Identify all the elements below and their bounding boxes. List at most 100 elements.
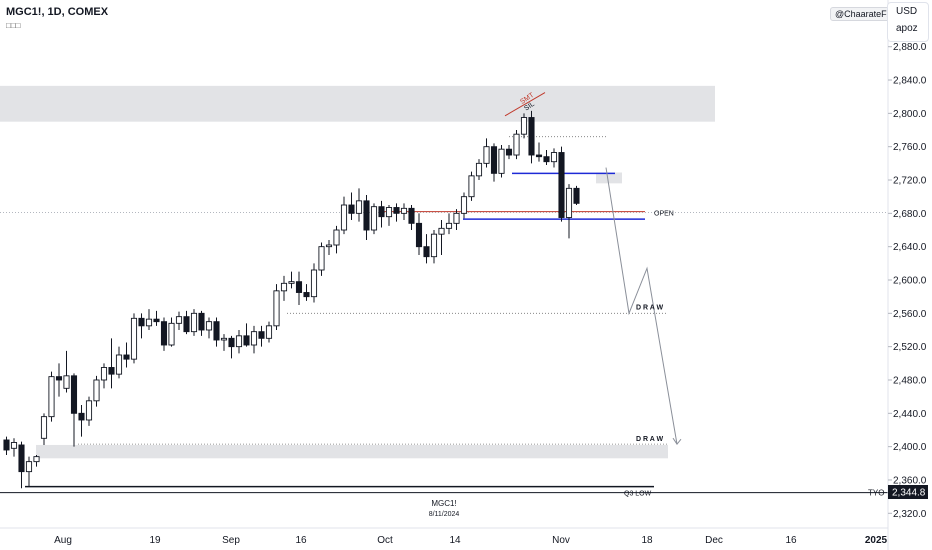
levels-layer: [0, 136, 888, 494]
user-label[interactable]: apoz: [896, 23, 918, 34]
candle-up: [438, 227, 445, 235]
candle-up: [475, 162, 483, 177]
candle-up: [333, 229, 340, 246]
candle-down: [423, 246, 430, 258]
candle-down: [393, 207, 400, 214]
y-tick-label: 2,640.0: [893, 242, 927, 253]
candle-up: [145, 318, 153, 327]
candle-up: [370, 206, 378, 231]
candle-up: [520, 117, 528, 135]
candle-up: [115, 354, 123, 375]
time-axis[interactable]: Aug 19 Sep 16 Oct 14 Nov 18 Dec 16 2025: [54, 535, 887, 546]
candle-down: [505, 148, 513, 156]
candle-down: [198, 312, 205, 331]
y-tick-label: 2,600.0: [893, 276, 927, 287]
candle-up: [205, 321, 213, 331]
candle-down: [490, 146, 498, 174]
candle-down: [573, 187, 580, 204]
center-date-label: 8/11/2024: [428, 511, 460, 518]
y-tick-label: 2,880.0: [893, 42, 927, 53]
x-tick-label: 2025: [865, 535, 888, 546]
candle-down: [295, 281, 303, 293]
candle-up: [288, 281, 295, 284]
y-tick-label: 2,320.0: [893, 509, 927, 520]
candle-down: [123, 354, 130, 360]
y-tick-label: 2,560.0: [893, 309, 927, 320]
candle-down: [415, 222, 423, 248]
y-tick-label: 2,680.0: [893, 209, 927, 220]
zones-layer: [0, 85, 715, 459]
candle-down: [243, 335, 250, 346]
x-tick-label: Nov: [552, 535, 570, 546]
y-tick-label: 2,360.0: [893, 475, 927, 486]
candles-layer: [3, 110, 580, 489]
candle-up: [168, 322, 175, 346]
candle-down: [378, 206, 385, 218]
candle-up: [318, 246, 325, 271]
candle-down: [303, 292, 310, 298]
candle-up: [565, 187, 573, 218]
symbol-title[interactable]: MGC1!, 1D, COMEX: [6, 6, 109, 18]
lower-zone: [36, 444, 668, 459]
candle-up: [48, 376, 55, 418]
candle-down: [78, 412, 85, 421]
currency-label[interactable]: USD: [896, 6, 918, 17]
projection-line: [605, 167, 678, 445]
candle-up: [130, 317, 138, 360]
x-tick-label: Dec: [705, 535, 723, 546]
open-label: OPEN: [654, 211, 674, 218]
candle-down: [535, 154, 543, 158]
indicator-icons[interactable]: □□□: [6, 21, 21, 30]
projection-path: [605, 167, 682, 445]
candle-down: [228, 337, 235, 348]
center-symbol-label: MGC1!: [431, 499, 457, 508]
y-tick-label: 2,760.0: [893, 142, 927, 153]
candle-up: [340, 204, 348, 231]
y-tick-label: 2,720.0: [893, 176, 927, 187]
candle-up: [40, 416, 48, 439]
projection-arrowhead: [672, 437, 682, 445]
sil-label: SIL: [523, 101, 536, 113]
x-tick-label: 14: [449, 535, 461, 546]
candle-down: [558, 152, 565, 218]
candle-up: [175, 316, 183, 324]
candle-up: [280, 282, 288, 292]
candle-down: [348, 204, 355, 214]
candle-down: [160, 321, 168, 346]
smt-divergence-line: [504, 92, 546, 117]
candle-up: [430, 233, 438, 258]
candle-down: [213, 321, 220, 341]
y-tick-label: 2,840.0: [893, 76, 927, 87]
candle-up: [25, 461, 33, 473]
candle-up: [385, 207, 393, 218]
y-tick-label: 2,800.0: [893, 109, 927, 120]
candle-up: [33, 456, 40, 463]
candle-up: [498, 148, 505, 174]
candle-up: [190, 312, 198, 333]
currency-panel[interactable]: USD apoz: [887, 2, 929, 42]
price-axis[interactable]: 2,880.0 2,840.0 2,800.0 2,760.0 2,720.0 2,680…: [888, 42, 927, 520]
candle-up: [265, 325, 273, 339]
candle-up: [310, 269, 318, 298]
candle-down: [18, 444, 25, 473]
candle-up: [483, 146, 490, 164]
last-price-tag: 2,344.8: [888, 485, 928, 499]
candle-up: [460, 196, 468, 214]
candle-up: [63, 375, 70, 389]
x-tick-label: 16: [295, 535, 307, 546]
x-tick-label: 19: [149, 535, 161, 546]
candle-down: [258, 331, 265, 339]
candle-up: [93, 379, 100, 402]
draw-lower-label: D R A W: [636, 436, 663, 443]
tyo-label: TYO: [868, 489, 884, 498]
candle-down: [408, 207, 415, 224]
candle-up: [550, 152, 558, 163]
candle-up: [400, 207, 408, 214]
candle-up: [85, 400, 93, 421]
candle-down: [3, 439, 10, 451]
y-tick-label: 2,480.0: [893, 375, 927, 386]
y-tick-label: 2,400.0: [893, 442, 927, 453]
candle-up: [513, 133, 520, 156]
candle-up: [220, 337, 228, 341]
